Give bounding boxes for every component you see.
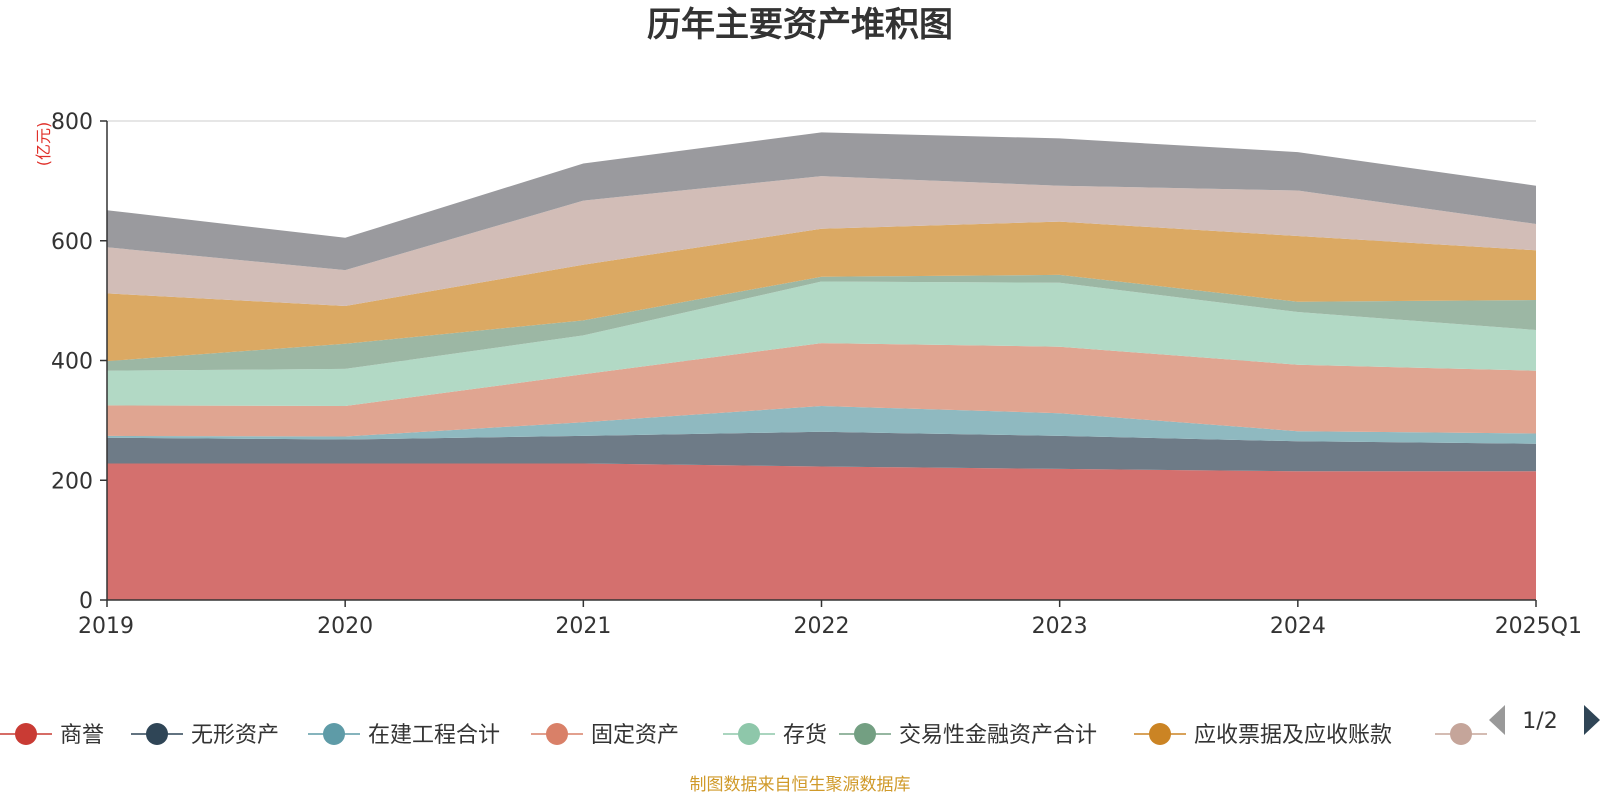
area-series-6 bbox=[107, 274, 1536, 371]
legend-circle-icon bbox=[146, 723, 168, 745]
legend-circle-icon bbox=[1149, 723, 1171, 745]
y-tick-label: 400 bbox=[51, 350, 93, 375]
x-tick-label: 2020 bbox=[317, 614, 373, 639]
legend-circle-icon bbox=[738, 723, 760, 745]
legend-item[interactable]: 存货 bbox=[723, 723, 827, 748]
legend-item[interactable]: 无形资产 bbox=[131, 723, 279, 748]
y-tick-label: 200 bbox=[51, 469, 93, 494]
x-tick-label: 2022 bbox=[794, 614, 850, 639]
x-axis-ticks: 2019 2020 2021 2022 2023 2024 2025Q1 bbox=[78, 600, 1582, 639]
area-series-group bbox=[107, 132, 1536, 600]
area-series-9 bbox=[107, 132, 1536, 271]
legend-prev-page-icon[interactable] bbox=[1489, 705, 1505, 735]
x-tick-label: 2025Q1 bbox=[1495, 614, 1582, 639]
legend-label: 在建工程合计 bbox=[368, 723, 500, 748]
legend: 商誉 无形资产 在建工程合计 固定资产 存货 交易性金融资产合计 应收票据及应收账款 bbox=[0, 723, 1487, 748]
legend-circle-icon bbox=[854, 723, 876, 745]
y-tick-label: 0 bbox=[79, 589, 93, 614]
legend-circle-icon bbox=[15, 723, 37, 745]
y-axis-unit-label: (亿元) bbox=[34, 122, 53, 167]
legend-circle-icon bbox=[546, 723, 568, 745]
area-series-7 bbox=[107, 221, 1536, 362]
legend-item[interactable]: 商誉 bbox=[0, 723, 104, 748]
area-series-8 bbox=[107, 176, 1536, 306]
legend-item[interactable] bbox=[1435, 723, 1487, 745]
area-series-4 bbox=[107, 343, 1536, 437]
chart-title: 历年主要资产堆积图 bbox=[647, 5, 953, 45]
legend-label: 固定资产 bbox=[591, 723, 679, 748]
legend-circle-icon bbox=[1450, 723, 1472, 745]
legend-label: 存货 bbox=[783, 723, 827, 748]
area-series-1 bbox=[107, 463, 1536, 600]
legend-next-page-icon[interactable] bbox=[1584, 705, 1600, 735]
x-tick-label: 2024 bbox=[1270, 614, 1326, 639]
x-tick-label: 2019 bbox=[78, 614, 134, 639]
legend-item[interactable]: 在建工程合计 bbox=[308, 723, 500, 748]
legend-label: 交易性金融资产合计 bbox=[899, 723, 1097, 748]
legend-pager: 1/2 bbox=[1489, 705, 1600, 735]
legend-circle-icon bbox=[323, 723, 345, 745]
x-tick-label: 2023 bbox=[1032, 614, 1088, 639]
y-tick-label: 600 bbox=[51, 230, 93, 255]
legend-item[interactable]: 应收票据及应收账款 bbox=[1134, 723, 1392, 748]
data-source-note: 制图数据来自恒生聚源数据库 bbox=[690, 775, 911, 795]
area-series-3 bbox=[107, 406, 1536, 444]
area-series-5 bbox=[107, 281, 1536, 406]
legend-label: 应收票据及应收账款 bbox=[1194, 723, 1392, 748]
legend-page-indicator: 1/2 bbox=[1522, 709, 1557, 734]
legend-label: 无形资产 bbox=[191, 723, 279, 748]
area-series-2 bbox=[107, 431, 1536, 472]
y-tick-label: 800 bbox=[51, 110, 93, 135]
legend-item[interactable]: 交易性金融资产合计 bbox=[839, 723, 1097, 748]
legend-item[interactable]: 固定资产 bbox=[531, 723, 679, 748]
legend-label: 商誉 bbox=[60, 723, 104, 748]
y-axis-ticks: 0 200 400 600 800 bbox=[51, 110, 107, 614]
x-tick-label: 2021 bbox=[555, 614, 611, 639]
